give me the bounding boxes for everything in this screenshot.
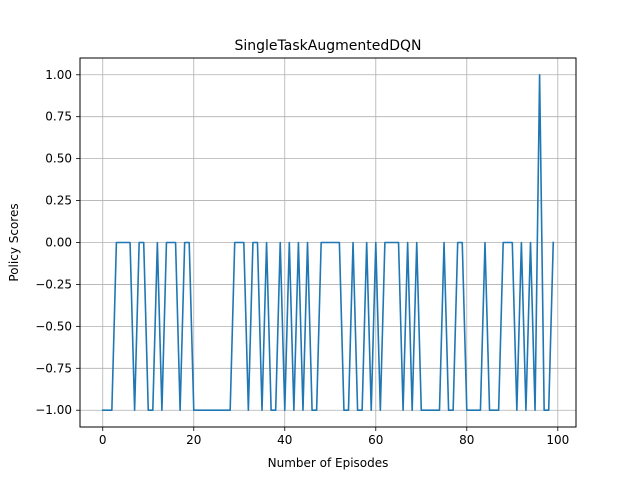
y-tick-label: 0.00 [45,236,72,250]
x-tick-label: 20 [186,433,201,447]
x-tick-label: 100 [546,433,569,447]
y-tick-label: −1.00 [35,403,72,417]
series-line [101,73,555,412]
x-axis-label: Number of Episodes [268,456,389,470]
y-tick-label: −0.25 [35,277,72,291]
y-tick-label: −0.50 [35,319,72,333]
y-tick-label: 0.75 [45,110,72,124]
x-tick-label: 60 [368,433,383,447]
y-tick-label: 0.25 [45,194,72,208]
ticks: 0 20 40 60 80 100 −1.00 −0.75 −0.50 −0.25 0.00 0.25… [35,68,569,447]
x-tick-label: 80 [459,433,474,447]
y-tick-label: 0.50 [45,152,72,166]
y-tick-label: 1.00 [45,68,72,82]
series-layer [101,73,555,412]
x-tick-label: 0 [99,433,107,447]
chart-title: SingleTaskAugmentedDQN [235,38,422,54]
y-axis-label: Policy Scores [7,203,21,281]
y-tick-label: −0.75 [35,361,72,375]
x-tick-label: 40 [277,433,292,447]
